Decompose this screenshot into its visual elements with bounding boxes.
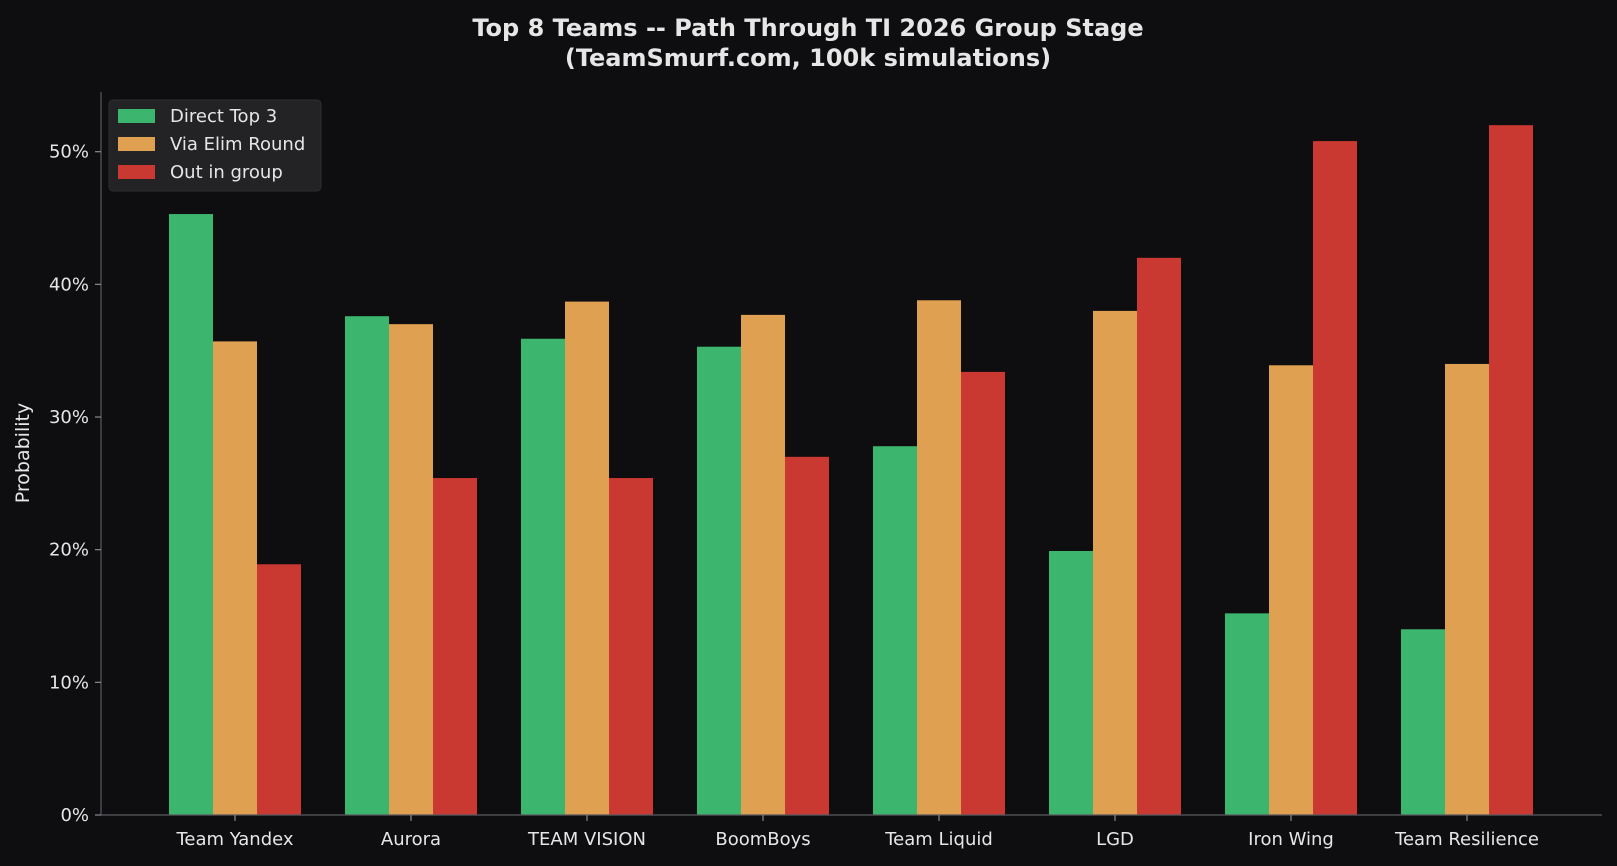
bar-direct-top-3 — [873, 446, 917, 815]
y-tick-label: 0% — [60, 805, 89, 826]
bar-via-elim-round — [1269, 365, 1313, 815]
bar-direct-top-3 — [697, 346, 741, 815]
legend-box — [108, 99, 322, 192]
bar-direct-top-3 — [1401, 629, 1445, 815]
chart-subtitle: (TeamSmurf.com, 100k simulations) — [565, 44, 1051, 72]
legend: Direct Top 3 Via Elim Round Out in group — [108, 99, 322, 192]
y-tick-label: 20% — [49, 540, 89, 561]
bar-via-elim-round — [1093, 310, 1137, 815]
bar-direct-top-3 — [1049, 551, 1093, 815]
legend-label: Direct Top 3 — [170, 106, 277, 127]
bar-out-in-group — [433, 478, 477, 815]
y-tick-label: 50% — [49, 142, 89, 163]
bar-via-elim-round — [565, 301, 609, 816]
bar-via-elim-round — [389, 324, 433, 815]
x-tick-label: Team Liquid — [884, 829, 993, 850]
bar-out-in-group — [1489, 125, 1533, 816]
x-tick-label: TEAM VISION — [527, 829, 646, 850]
bar-direct-top-3 — [1225, 613, 1269, 815]
x-tick-label: Aurora — [381, 829, 441, 850]
chart-title: Top 8 Teams -- Path Through TI 2026 Grou… — [472, 14, 1143, 42]
bar-direct-top-3 — [169, 214, 213, 816]
legend-label: Out in group — [170, 162, 283, 183]
bar-out-in-group — [785, 456, 829, 815]
bar-direct-top-3 — [345, 316, 389, 815]
legend-swatch — [118, 165, 155, 179]
bars-layer — [169, 125, 1533, 816]
legend-swatch — [118, 137, 155, 151]
bar-out-in-group — [961, 371, 1005, 815]
x-tick-label: BoomBoys — [715, 829, 810, 850]
bar-via-elim-round — [917, 300, 961, 815]
bar-out-in-group — [1137, 257, 1181, 816]
bar-out-in-group — [609, 478, 653, 815]
legend-swatch — [118, 109, 155, 123]
bar-via-elim-round — [741, 314, 785, 815]
y-axis-label: Probability — [12, 403, 34, 503]
x-tick-label: Team Yandex — [175, 829, 293, 850]
y-tick-label: 30% — [49, 407, 89, 428]
axes-layer: 0% 10% 20% 30% 40% 50% Team Yandex Aurora TEAM V… — [49, 92, 1602, 850]
bar-via-elim-round — [1445, 363, 1489, 815]
x-tick-label: LGD — [1096, 829, 1134, 850]
x-tick-label: Team Resilience — [1394, 829, 1539, 850]
bar-direct-top-3 — [521, 338, 565, 815]
y-tick-label: 10% — [49, 672, 89, 693]
bar-via-elim-round — [213, 341, 257, 815]
x-tick-label: Iron Wing — [1248, 829, 1334, 850]
bar-out-in-group — [257, 564, 301, 815]
y-tick-label: 40% — [49, 274, 89, 295]
bar-out-in-group — [1313, 141, 1357, 815]
legend-label: Via Elim Round — [170, 134, 305, 155]
